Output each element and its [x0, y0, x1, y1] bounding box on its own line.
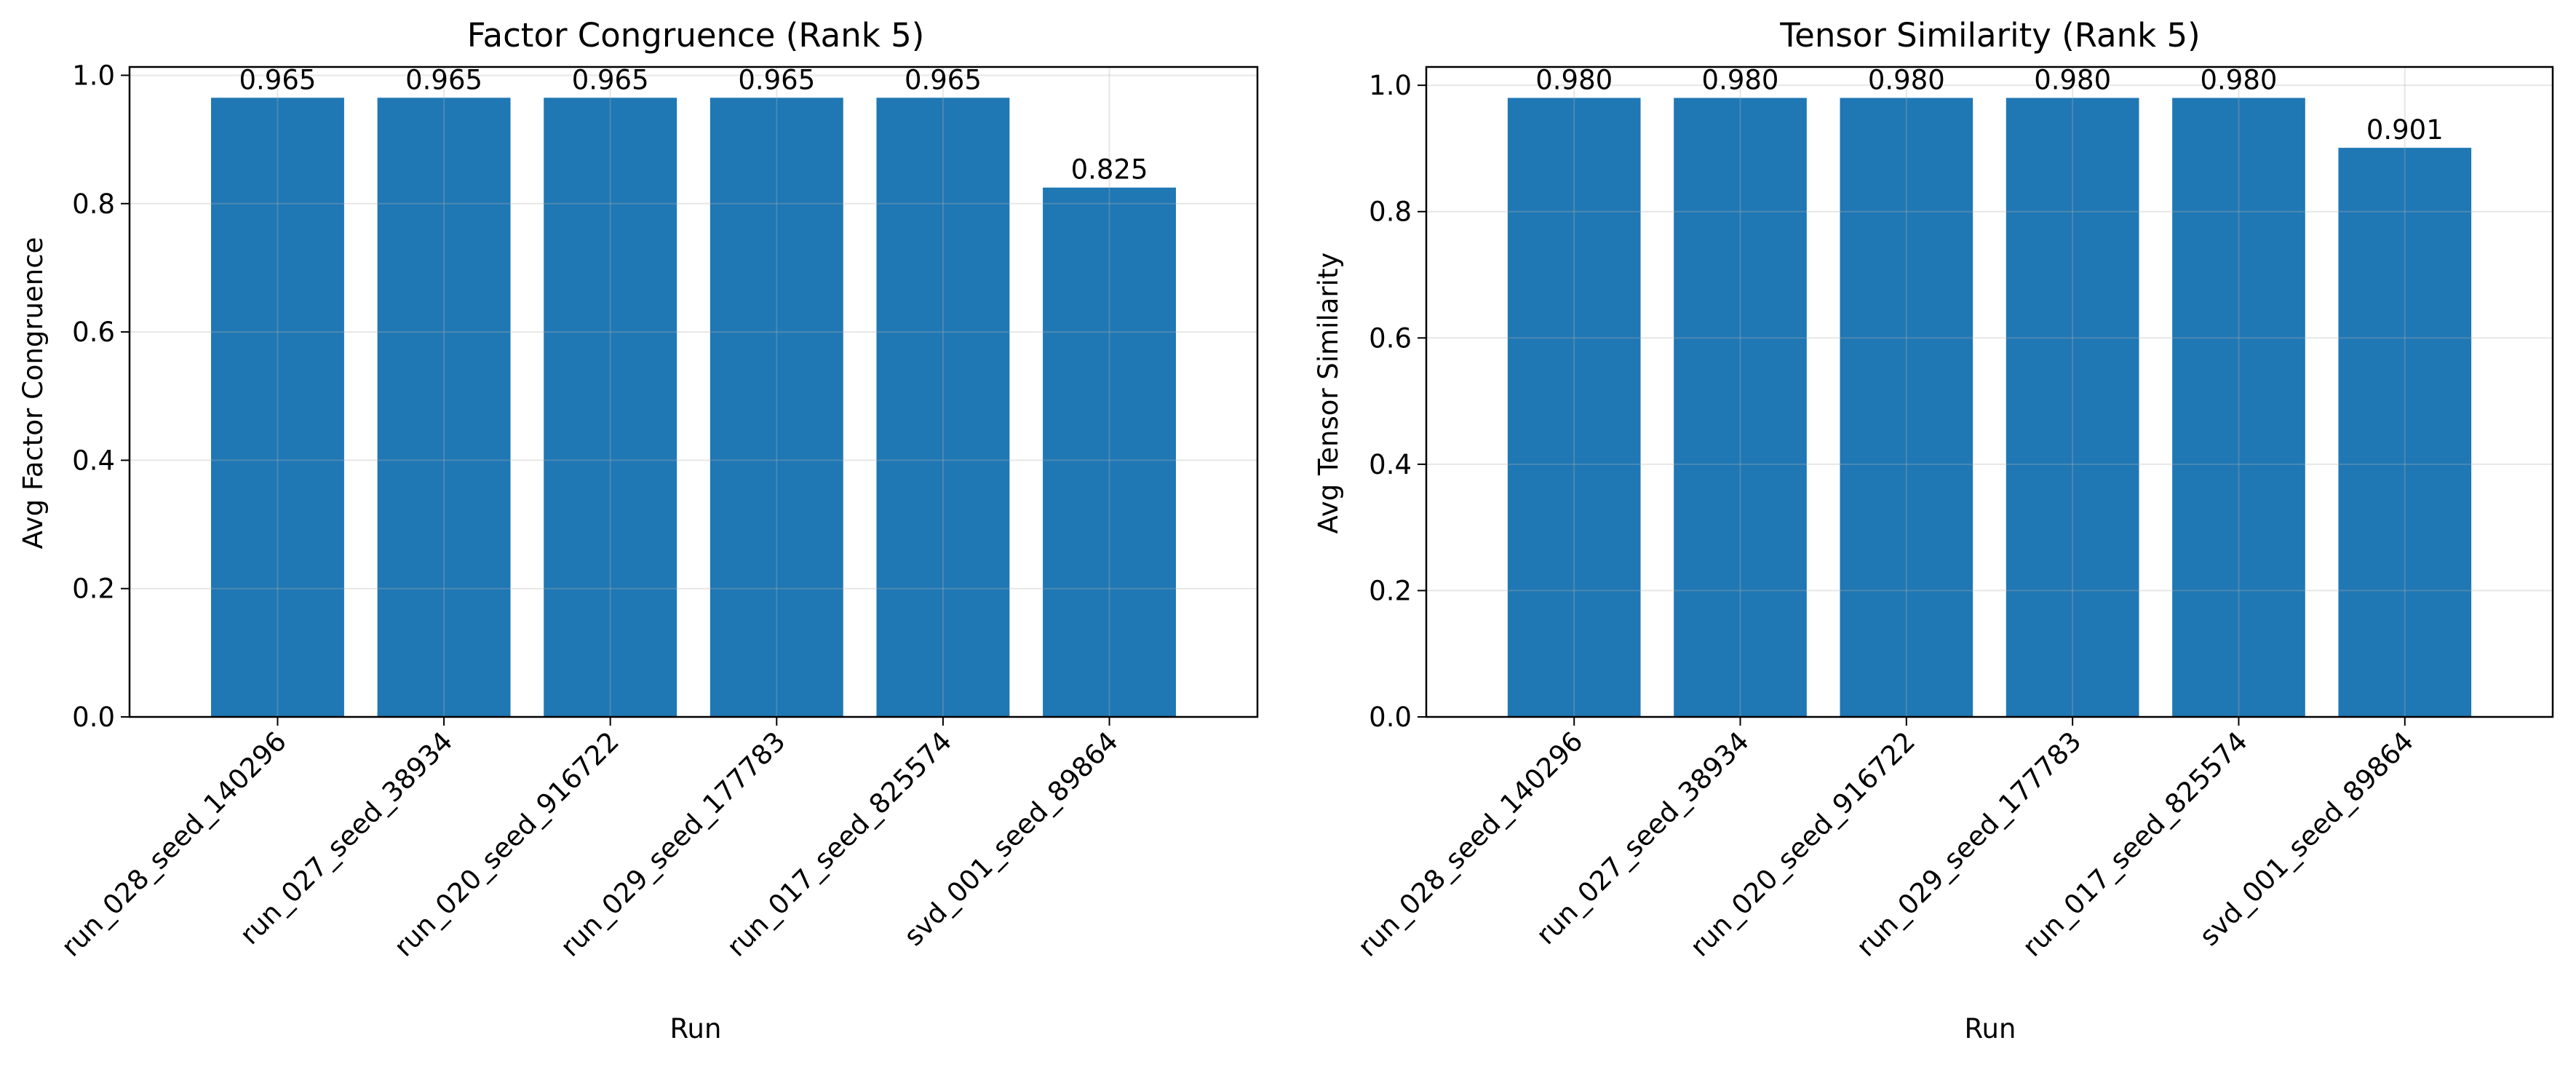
bar — [211, 98, 344, 718]
x-axis-label: Run — [670, 1013, 722, 1044]
chart-title: Tensor Similarity (Rank 5) — [1779, 16, 2200, 55]
bar — [1507, 98, 1641, 717]
bar-value-label: 0.980 — [1535, 65, 1613, 96]
bar — [2005, 98, 2139, 717]
y-tick-label: 1.0 — [1369, 70, 1412, 101]
y-tick-label: 0.4 — [1369, 449, 1412, 480]
y-axis-label: Avg Factor Congruence — [17, 237, 49, 550]
bar — [377, 98, 511, 718]
bar — [1043, 187, 1176, 718]
plot-frame — [128, 66, 1259, 718]
bar-value-label: 0.980 — [2201, 65, 2278, 96]
y-tick-label: 0.0 — [72, 702, 115, 733]
bar-value-label: 0.980 — [1702, 65, 1779, 96]
bar-value-label: 0.965 — [239, 64, 316, 95]
bar-value-label: 0.965 — [405, 64, 482, 95]
y-tick-label: 1.0 — [72, 60, 115, 91]
plot-frame — [1425, 66, 2554, 718]
bar-value-label: 0.965 — [905, 64, 982, 95]
bar-value-label: 0.901 — [2366, 114, 2444, 146]
bar-value-label: 0.965 — [738, 64, 815, 95]
bar — [876, 98, 1010, 718]
bar-value-label: 0.825 — [1071, 154, 1148, 186]
bar — [1674, 98, 1807, 717]
y-tick-label: 0.0 — [1369, 702, 1412, 733]
y-axis-label: Avg Tensor Similarity — [1313, 253, 1344, 534]
bar-value-label: 0.980 — [1868, 65, 1945, 96]
y-tick-label: 0.6 — [72, 317, 115, 348]
y-tick-label: 0.8 — [1369, 197, 1412, 228]
y-tick-label: 0.4 — [72, 445, 115, 476]
y-tick-label: 0.6 — [1369, 322, 1412, 354]
factor-congruence-panel: Factor Congruence (Rank 5) Avg Factor Co… — [17, 16, 1259, 1044]
y-tick-label: 0.2 — [72, 574, 115, 605]
bar — [544, 98, 677, 718]
y-tick-label: 0.2 — [1369, 575, 1412, 606]
x-axis-label: Run — [1965, 1013, 2016, 1044]
bar — [709, 98, 843, 718]
y-tick-label: 0.8 — [72, 189, 115, 220]
bar — [1840, 98, 1973, 717]
bar-value-label: 0.965 — [572, 64, 649, 95]
chart-title: Factor Congruence (Rank 5) — [467, 16, 925, 55]
bar — [2172, 98, 2305, 717]
bar-value-label: 0.980 — [2034, 65, 2111, 96]
bar — [2338, 148, 2472, 717]
